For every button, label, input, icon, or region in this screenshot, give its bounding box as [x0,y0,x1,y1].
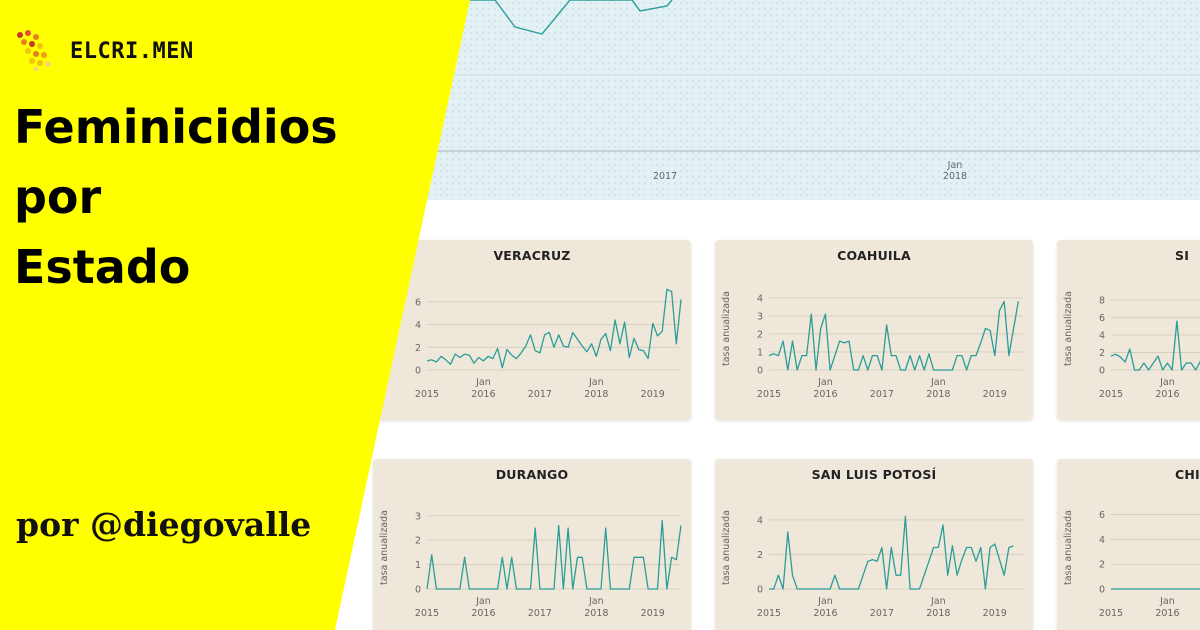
y-tick-label: 2 [1099,348,1105,359]
x-tick-month: Jan [475,596,491,607]
x-tick-month: Jan [930,377,946,388]
y-tick-label: 0 [1099,366,1105,377]
x-tick-month: Jan [1159,596,1175,607]
x-tick-month: Jan [817,377,833,388]
x-tick-label: 2015 [415,608,439,619]
panel-durango: DURANGO 0 1 2 3 2015 Jan 2016 2017 Jan 2018 2019 ta… [373,459,691,630]
y-tick-label: 0 [415,585,421,596]
y-axis-label: tasa anualizada [1063,291,1074,366]
x-tick-label: 2019 [983,389,1007,400]
y-tick-label: 4 [415,320,421,331]
y-tick-label: 4 [757,515,763,526]
x-tick-label: 2016 [471,389,495,400]
national-trend-svg: 2017 Jan 2018 [420,0,1200,182]
panel-title: SAN LUIS POTOSÍ [811,467,937,482]
x-tick-label: 2016 [813,608,837,619]
panel-title: VERACRUZ [493,248,571,263]
y-tick-label: 2 [757,550,763,561]
x-tick-label: 2019 [641,389,665,400]
top-x-tick-1: 2018 [943,171,967,182]
x-tick-label: 2016 [1155,389,1179,400]
brand[interactable]: ELCRI.MEN [14,30,194,72]
panel-title: SI [1175,248,1190,263]
series-line [769,515,1014,590]
x-tick-month: Jan [930,596,946,607]
x-tick-label: 2018 [584,608,608,619]
x-tick-month: Jan [817,596,833,607]
x-tick-label: 2017 [870,389,894,400]
panel-coahuila: COAHUILA 0 1 2 3 4 2015 Jan 2016 2017 Jan 2018 2019… [715,240,1033,420]
series-line [768,300,1019,371]
y-tick-label: 4 [1099,535,1105,546]
x-tick-label: 2015 [757,608,781,619]
y-tick-label: 0 [1099,585,1105,596]
brand-name: ELCRI.MEN [70,38,194,64]
x-tick-label: 2017 [528,389,552,400]
x-tick-label: 2019 [641,608,665,619]
panel-title: DURANGO [495,467,569,482]
y-tick-label: 2 [415,343,421,354]
y-tick-label: 2 [1099,560,1105,571]
x-tick-label: 2017 [528,608,552,619]
top-series-line [470,0,673,35]
y-tick-label: 2 [757,329,763,340]
y-tick-label: 0 [757,585,763,596]
y-axis-label: tasa anualizada [721,510,732,585]
y-tick-label: 0 [415,366,421,377]
y-tick-label: 3 [415,511,421,522]
series-line [1110,320,1200,371]
x-tick-label: 2015 [1099,608,1123,619]
x-tick-month: Jan [588,596,604,607]
y-tick-label: 6 [1099,510,1105,521]
y-tick-label: 1 [757,347,763,358]
y-tick-label: 3 [757,311,763,322]
y-axis-label: tasa anualizada [721,291,732,366]
y-tick-label: 0 [757,366,763,377]
author-byline[interactable]: por @diegovalle [16,505,312,544]
top-x-tick-0: 2017 [653,171,677,182]
x-tick-label: 2019 [983,608,1007,619]
x-tick-label: 2016 [813,389,837,400]
x-tick-label: 2017 [870,608,894,619]
panel-veracruz: VERACRUZ 0 2 4 6 2015 Jan 2016 2017 Jan 2018 2019 [373,240,691,420]
x-tick-label: 2015 [415,389,439,400]
x-tick-label: 2015 [757,389,781,400]
panel-title: COAHUILA [837,248,911,263]
series-line [426,288,682,369]
page-title: Feminicidios por Estado [14,100,338,294]
y-tick-label: 6 [1099,313,1105,324]
x-tick-month: Jan [475,377,491,388]
y-tick-label: 8 [1099,296,1105,307]
panel-si: SI 0 2 4 6 8 2015 Jan 2016 tasa anualizada [1057,240,1200,420]
x-tick-month: Jan [1159,377,1175,388]
panel-title: CHI [1175,467,1200,482]
panel-chi: CHI 0 2 4 6 2015 Jan 2016 tasa anualizada [1057,459,1200,630]
y-axis-label: tasa anualizada [1063,510,1074,585]
x-tick-label: 2018 [926,608,950,619]
y-tick-label: 6 [415,297,421,308]
series-line [426,519,682,590]
panel-san-luis-potosi: SAN LUIS POTOSÍ 0 2 4 2015 Jan 2016 2017 Jan 201… [715,459,1033,630]
x-tick-label: 2018 [584,389,608,400]
y-tick-label: 1 [415,560,421,571]
x-tick-label: 2016 [1155,608,1179,619]
y-tick-label: 4 [1099,331,1105,342]
x-tick-label: 2015 [1099,389,1123,400]
hexagon-dots-logo-icon [17,30,51,72]
x-tick-label: 2016 [471,608,495,619]
y-tick-label: 4 [757,293,763,304]
y-tick-label: 2 [415,536,421,547]
y-axis-label: tasa anualizada [379,510,390,585]
x-tick-label: 2018 [926,389,950,400]
x-tick-month: Jan [588,377,604,388]
top-x-tick-1-month: Jan [947,160,963,171]
